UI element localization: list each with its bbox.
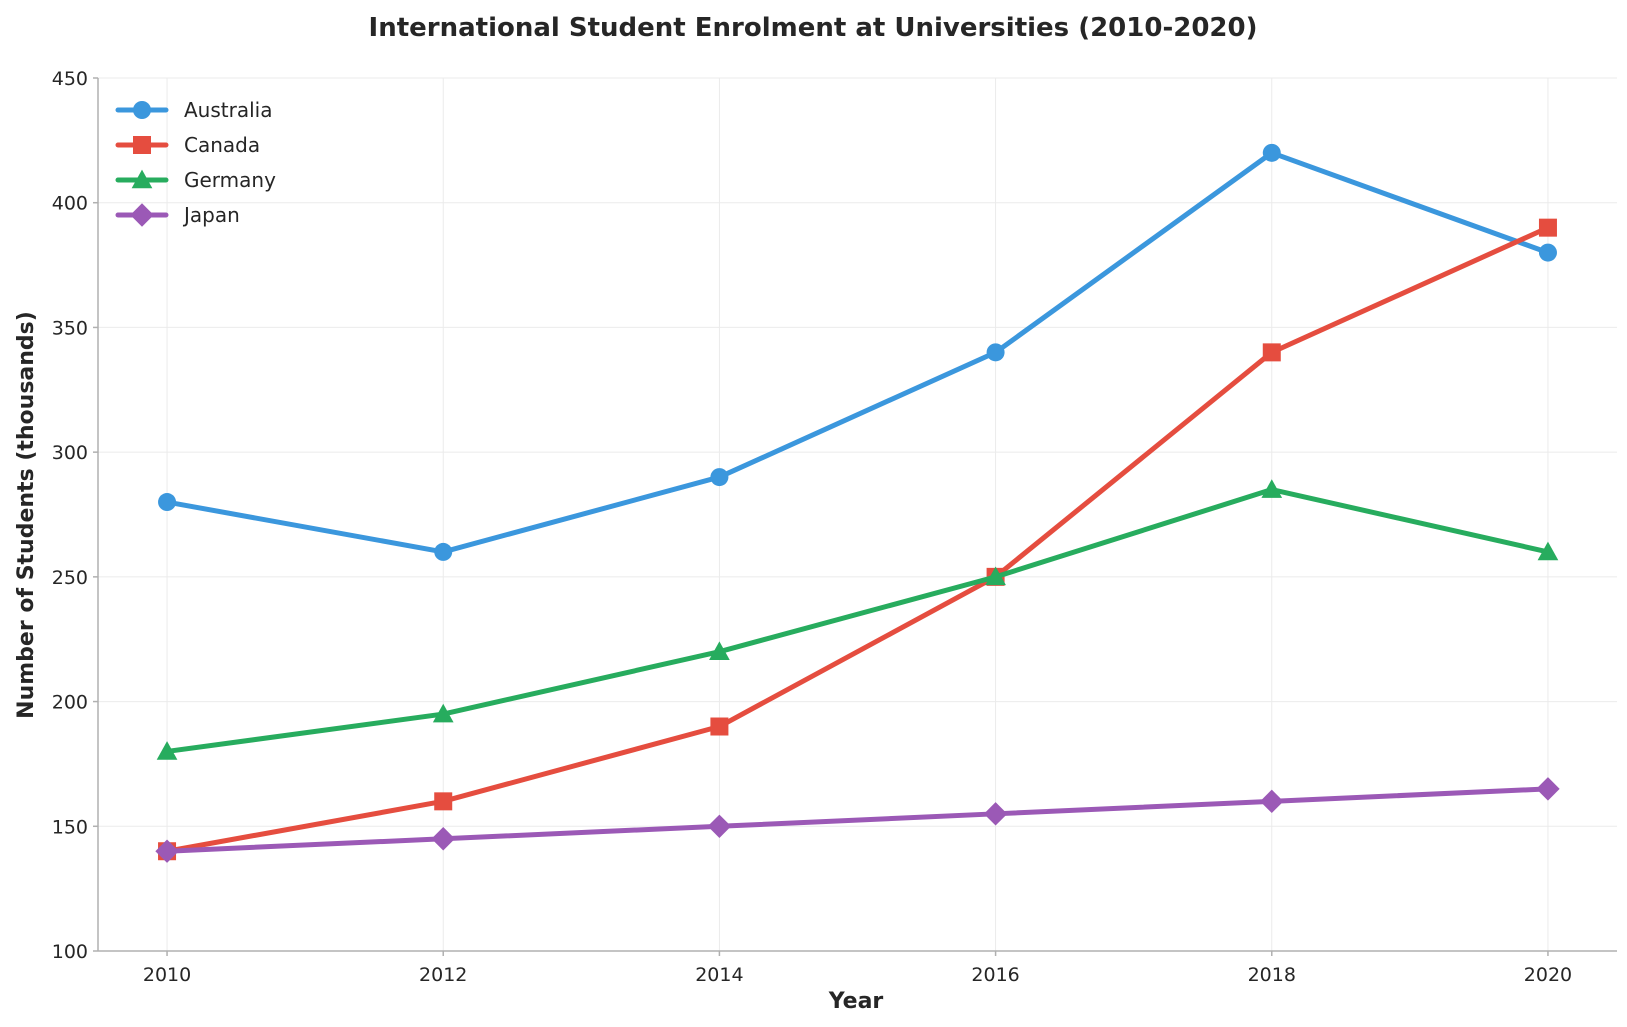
y-axis-label: Number of Students (thousands) bbox=[14, 311, 39, 719]
series-line-canada bbox=[164, 225, 1551, 854]
data-point-japan bbox=[707, 814, 732, 838]
data-point-canada bbox=[1538, 218, 1557, 237]
y-tick-label: 250 bbox=[52, 567, 88, 589]
x-axis-label: Year bbox=[828, 989, 884, 1014]
legend-marker-australia bbox=[133, 101, 151, 119]
series-australia bbox=[158, 143, 1557, 561]
data-point-japan bbox=[155, 839, 179, 863]
data-point-canada bbox=[1262, 343, 1281, 362]
y-tick-label: 200 bbox=[52, 692, 88, 714]
x-tick-label: 2012 bbox=[419, 964, 467, 986]
x-axis-ticks: 2010 2012 2014 2016 2018 2020 bbox=[143, 951, 1572, 986]
data-point-germany bbox=[432, 703, 454, 723]
x-tick-label: 2016 bbox=[971, 964, 1019, 986]
series-japan bbox=[155, 777, 1560, 863]
legend-marker-germany bbox=[131, 169, 153, 189]
data-point-japan bbox=[1536, 777, 1560, 801]
y-tick-label: 300 bbox=[52, 442, 88, 464]
y-tick-label: 100 bbox=[52, 941, 88, 963]
data-point-germany bbox=[156, 741, 178, 760]
data-point-japan bbox=[431, 827, 455, 851]
data-point-australia bbox=[1538, 243, 1557, 262]
data-point-germany bbox=[1261, 479, 1283, 498]
axis-spines bbox=[97, 78, 1617, 952]
data-point-canada bbox=[434, 792, 453, 811]
legend-label-australia: Australia bbox=[184, 98, 272, 122]
data-point-australia bbox=[986, 343, 1005, 362]
y-tick-label: 400 bbox=[52, 193, 88, 215]
series-group bbox=[155, 143, 1560, 863]
y-tick-label: 150 bbox=[52, 816, 88, 838]
data-point-germany bbox=[985, 566, 1006, 586]
data-point-australia bbox=[434, 542, 453, 561]
data-point-australia bbox=[158, 493, 177, 512]
series-line-japan bbox=[164, 786, 1551, 854]
x-tick-label: 2014 bbox=[695, 964, 743, 986]
legend-marker-japan bbox=[130, 203, 154, 227]
series-germany bbox=[156, 479, 1559, 760]
series-line-australia bbox=[164, 150, 1551, 555]
data-point-germany bbox=[709, 641, 730, 660]
legend-item-australia: Australia bbox=[115, 98, 272, 122]
y-tick-label: 450 bbox=[52, 68, 88, 90]
data-point-australia bbox=[710, 468, 729, 487]
data-point-japan bbox=[1260, 789, 1284, 814]
x-tick-label: 2018 bbox=[1248, 964, 1296, 986]
legend-label-germany: Germany bbox=[184, 168, 276, 192]
legend-marker-canada bbox=[133, 136, 151, 154]
legend-label-canada: Canada bbox=[184, 133, 260, 157]
data-point-canada bbox=[710, 717, 729, 736]
data-point-japan bbox=[983, 802, 1008, 826]
series-line-germany bbox=[164, 487, 1551, 754]
legend-item-japan: Japan bbox=[115, 203, 240, 227]
y-tick-label: 350 bbox=[52, 317, 88, 339]
legend-item-canada: Canada bbox=[115, 133, 260, 157]
data-point-australia bbox=[1262, 143, 1281, 162]
chart-title: International Student Enrolment at Unive… bbox=[369, 13, 1258, 43]
x-tick-label: 2010 bbox=[143, 964, 191, 986]
data-point-germany bbox=[1537, 541, 1559, 561]
legend-item-germany: Germany bbox=[115, 168, 276, 192]
y-axis-ticks: 100 150 200 250 300 350 400 450 bbox=[52, 68, 98, 963]
x-tick-label: 2020 bbox=[1524, 964, 1572, 986]
legend-label-japan: Japan bbox=[182, 203, 240, 227]
legend: Australia Canada Germany Japan bbox=[115, 98, 276, 227]
